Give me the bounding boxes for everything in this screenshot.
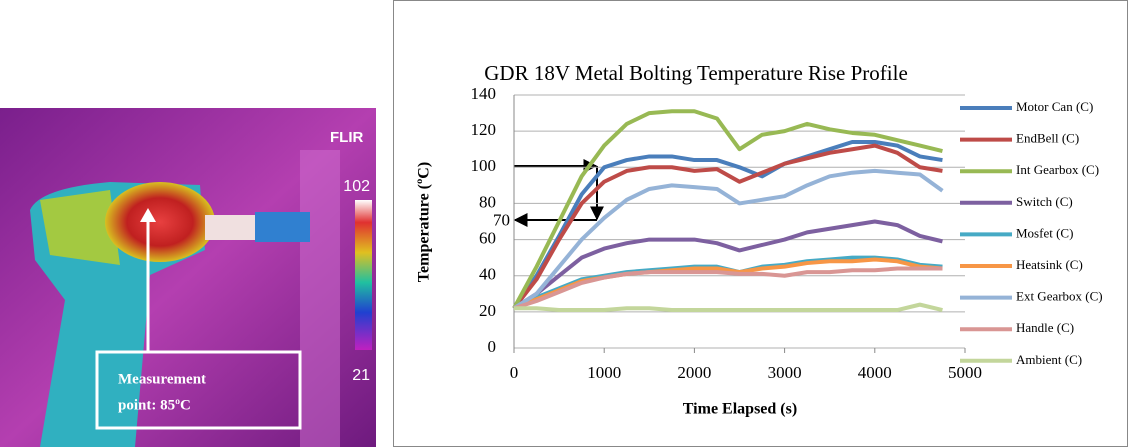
legend-label: Switch (C) bbox=[1016, 194, 1073, 209]
brand: FLIR bbox=[330, 129, 363, 146]
y-tick-label: 0 bbox=[488, 337, 497, 356]
y-tick-label: 80 bbox=[479, 192, 496, 211]
pointer-head bbox=[140, 208, 156, 222]
y-tick-label: 20 bbox=[479, 301, 496, 320]
annotation-box bbox=[95, 350, 302, 430]
x-tick-label: 2000 bbox=[677, 363, 711, 382]
legend-label: Heatsink (C) bbox=[1016, 257, 1083, 272]
x-tick-label: 5000 bbox=[948, 363, 982, 382]
legend-label: Ambient (C) bbox=[1016, 352, 1082, 367]
series-line bbox=[513, 266, 943, 311]
annotation: 70 bbox=[493, 210, 510, 229]
legend-label: Int Gearbox (C) bbox=[1016, 162, 1099, 177]
x-tick-label: 4000 bbox=[858, 363, 892, 382]
legend-label: Handle (C) bbox=[1016, 320, 1074, 335]
series-line bbox=[512, 109, 943, 310]
thermal-image: FLIR 102 21 Measurement point: 85ºC bbox=[0, 108, 376, 447]
y-tick-label: 100 bbox=[471, 156, 497, 175]
series-line bbox=[512, 168, 944, 310]
legend-label: Mosfet (C) bbox=[1016, 225, 1073, 240]
x-axis-label: Time Elapsed (s) bbox=[683, 401, 797, 418]
scale-max: 102 bbox=[343, 178, 370, 195]
scale-min: 21 bbox=[352, 367, 370, 384]
legend-label: Ext Gearbox (C) bbox=[1016, 289, 1103, 304]
legend-label: EndBell (C) bbox=[1016, 131, 1079, 146]
y-axis-label: Temperature (ºC) bbox=[416, 162, 433, 282]
color-bar bbox=[355, 200, 372, 350]
y-tick-label: 120 bbox=[471, 120, 497, 139]
drill-bit bbox=[255, 212, 310, 242]
chart: GDR 18V Metal Bolting Temperature Rise P… bbox=[393, 0, 1128, 447]
series-line bbox=[514, 302, 943, 313]
series-line bbox=[512, 143, 943, 310]
y-tick-label: 60 bbox=[479, 228, 496, 247]
x-tick-label: 1000 bbox=[587, 363, 621, 382]
drill-hot bbox=[105, 182, 215, 262]
x-tick-label: 3000 bbox=[768, 363, 802, 382]
drill-chuck bbox=[205, 215, 255, 240]
drill-warm bbox=[40, 190, 120, 265]
annotation-line: point: 85ºC bbox=[118, 397, 191, 413]
series-line bbox=[512, 139, 943, 310]
image-wall bbox=[300, 150, 340, 447]
chart-title: GDR 18V Metal Bolting Temperature Rise P… bbox=[484, 61, 908, 85]
annotation-line: Measurement bbox=[118, 371, 206, 387]
series-line bbox=[512, 219, 943, 310]
x-tick-label: 0 bbox=[510, 363, 519, 382]
y-tick-label: 40 bbox=[479, 265, 496, 284]
y-tick-label: 140 bbox=[471, 84, 497, 103]
legend-label: Motor Can (C) bbox=[1016, 99, 1093, 114]
